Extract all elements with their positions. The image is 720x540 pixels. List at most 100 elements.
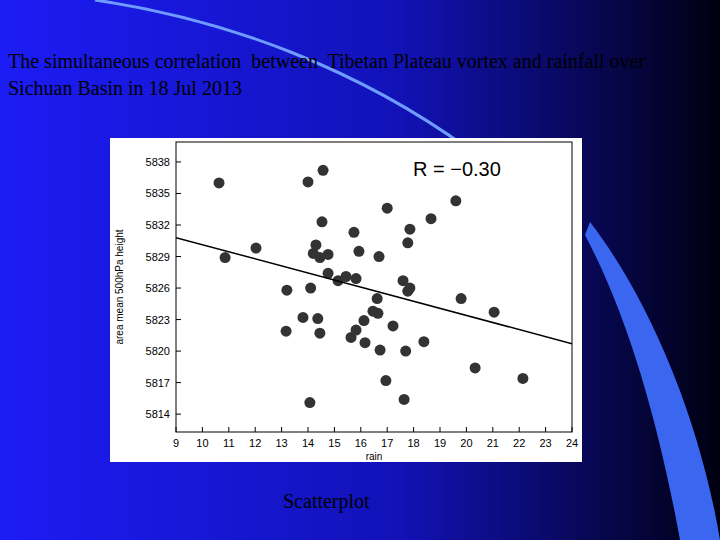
decor-arc: [95, 0, 470, 150]
y-tick: [176, 225, 181, 226]
scatter-point: [450, 195, 461, 206]
y-axis-label: area mean 500hPa height: [114, 229, 125, 344]
scatter-point: [372, 308, 383, 319]
x-axis-label: rain: [366, 451, 383, 462]
y-tick: [176, 256, 181, 257]
scatter-point: [318, 165, 329, 176]
plot-marks: [176, 165, 572, 408]
scatter-point: [360, 337, 371, 348]
scatter-point: [470, 362, 481, 373]
scatter-point: [353, 246, 364, 257]
x-tick: [255, 427, 256, 432]
plot-frame: [176, 142, 572, 432]
x-tick-label: 11: [223, 437, 234, 449]
x-tick-label: 17: [381, 437, 393, 449]
scatter-point: [312, 313, 323, 324]
slide-caption: Scatterplot: [283, 490, 370, 513]
fit-line: [176, 238, 572, 344]
scatter-point: [314, 328, 325, 339]
x-tick: [387, 427, 388, 432]
x-tick-label: 10: [196, 437, 208, 449]
y-tick: [176, 319, 181, 320]
y-tick-label: 5826: [146, 282, 170, 294]
x-tick-label: 13: [275, 437, 287, 449]
scatter-point: [316, 216, 327, 227]
scatter-point: [399, 394, 410, 405]
scatter-point: [305, 283, 316, 294]
x-tick-label: 16: [355, 437, 367, 449]
decor-swoosh: [585, 222, 720, 540]
y-tick-label: 5835: [146, 187, 170, 199]
x-tick: [492, 427, 493, 432]
chart-panel: [110, 138, 582, 462]
y-tick-label: 5817: [146, 377, 170, 389]
x-tick: [519, 427, 520, 432]
scatter-point: [351, 273, 362, 284]
x-tick: [308, 427, 309, 432]
scatter-point: [214, 177, 225, 188]
x-tick: [466, 427, 467, 432]
x-tick: [176, 427, 177, 432]
scatter-point: [382, 203, 393, 214]
x-tick: [413, 427, 414, 432]
scatter-point: [402, 237, 413, 248]
x-tick-label: 15: [328, 437, 340, 449]
x-tick-label: 24: [566, 437, 578, 449]
scatter-point: [388, 320, 399, 331]
scatter-point: [426, 213, 437, 224]
x-tick-label: 14: [302, 437, 314, 449]
chart: 9101112131415161718192021222324581458175…: [0, 0, 720, 540]
scatter-point: [380, 375, 391, 386]
scatter-point: [400, 346, 411, 357]
scatter-point: [304, 397, 315, 408]
x-tick: [572, 427, 573, 432]
x-tick-label: 9: [173, 437, 179, 449]
scatter-point: [250, 243, 261, 254]
scatter-point: [404, 224, 415, 235]
x-tick: [202, 427, 203, 432]
y-tick-label: 5814: [146, 408, 170, 420]
scatter-point: [402, 286, 413, 297]
x-tick: [334, 427, 335, 432]
scatter-point: [348, 227, 359, 238]
y-tick-label: 5832: [146, 219, 170, 231]
x-tick-label: 19: [434, 437, 446, 449]
slide-title: The simultaneous correlation between Tib…: [8, 48, 668, 102]
scatter-point: [341, 271, 352, 282]
scatter-point: [281, 326, 292, 337]
scatter-point: [323, 249, 334, 260]
scatter-point: [489, 307, 500, 318]
scatter-point: [517, 373, 528, 384]
annotation: R = −0.30: [413, 158, 501, 180]
scatter-point: [372, 293, 383, 304]
background-fill: [0, 0, 720, 540]
scatter-point: [358, 315, 369, 326]
x-tick: [360, 427, 361, 432]
x-tick: [228, 427, 229, 432]
x-tick-label: 22: [513, 437, 525, 449]
y-tick: [176, 351, 181, 352]
y-tick-label: 5838: [146, 156, 170, 168]
y-tick-label: 5823: [146, 314, 170, 326]
x-tick-label: 12: [249, 437, 261, 449]
x-tick-label: 21: [487, 437, 499, 449]
scatter-point: [303, 176, 314, 187]
y-tick: [176, 288, 181, 289]
y-tick: [176, 382, 181, 383]
scatter-point: [456, 293, 467, 304]
x-tick: [440, 427, 441, 432]
x-tick-label: 18: [407, 437, 419, 449]
x-tick-label: 20: [460, 437, 472, 449]
y-tick-label: 5820: [146, 345, 170, 357]
scatter-point: [220, 252, 231, 263]
scatter-point: [346, 332, 357, 343]
scatter-point: [297, 312, 308, 323]
y-tick: [176, 193, 181, 194]
x-tick: [545, 427, 546, 432]
scatter-point: [418, 336, 429, 347]
x-tick: [281, 427, 282, 432]
scatter-point: [375, 345, 386, 356]
y-tick: [176, 414, 181, 415]
scatter-point: [281, 285, 292, 296]
y-tick-label: 5829: [146, 251, 170, 263]
